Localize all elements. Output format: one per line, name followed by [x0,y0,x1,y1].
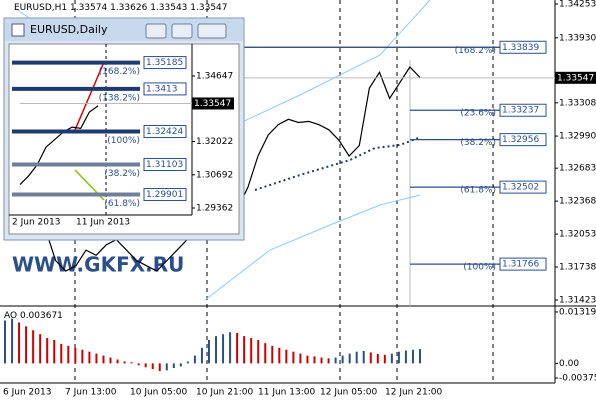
fib-price-box [499,180,547,194]
y-tick-label: 1.34647 [196,72,233,82]
y-tick-label: 1.32990 [559,132,596,142]
x-tick-label: 11 Jun 13:00 [258,388,315,398]
fib-label: (38.2%) [104,169,140,179]
x-tick-label: 12 Jun 21:00 [385,388,442,398]
fib-label: (23.6%) [460,109,496,119]
fib-trend [74,61,105,131]
fib-price: 1.35185 [146,58,183,68]
ao-header: AO 0.003671 [4,311,63,321]
y-tick-label: 1.31423 [559,295,596,305]
fib-price-box [499,257,547,271]
daily-window: EURUSD,Daily 1.34647 1.32022 1.30692 1.2936… [3,17,245,241]
window-icon [11,23,25,37]
x-tick-label: 7 Jun 13:00 [65,388,117,398]
fib-label: (100%) [463,263,496,273]
indicator-name: AO [4,311,17,321]
fib-price: 1.33839 [502,43,539,53]
y-tick-label: 1.31738 [559,263,596,273]
fib-label: (168.2%) [455,46,496,56]
y-tick-label: -0.003753 [559,373,596,383]
price-line [19,105,99,186]
x-tick-label: 12 Jun 05:00 [320,388,377,398]
bollinger-upper [224,0,431,131]
watermark: WWW.GKFX.RU [12,253,184,277]
fib-price: 1.3413 [146,84,178,94]
y-tick-label: 0.013191 [559,307,596,317]
y-tick-label: 1.32683 [559,164,596,174]
y-tick-label: 1.32053 [559,230,596,240]
ohlc-value: 1.33543 [150,3,187,13]
fib-price-box [143,56,187,70]
fib-price-box [143,158,187,172]
x-tick-label: 10 Jun 21:00 [196,388,253,398]
x-tick-label: 2 Jun 2013 [12,218,60,228]
bollinger-lower [204,194,421,301]
y-tick-label: 1.32368 [559,197,596,207]
y-tick-label: 1.33308 [559,98,596,108]
window-title: EURUSD,Daily [30,23,108,36]
fib-price: 1.29901 [146,190,183,200]
parabolic-sar [254,137,419,191]
y-tick-label: 1.34253 [559,0,596,9]
ohlc-value: 1.33574 [70,3,107,13]
last-price-box [555,71,596,84]
fib-price: 1.31766 [502,260,539,270]
y-tick-label: 1.33930 [559,33,596,43]
y-tick-label: 0.00 [559,359,579,369]
fib-label: (61.8%) [104,199,140,209]
x-tick-label: 11 Jun 2013 [76,218,130,228]
fib-price: 1.31103 [146,160,183,170]
chart-header: EURUSD,H1 1.33574 1.33626 1.33543 1.3354… [14,3,228,13]
fib-price: 1.32956 [502,135,539,145]
ohlc-value: 1.33626 [110,3,147,13]
symbol: EURUSD,H1 [14,3,67,13]
fib-label: (138.2%) [99,93,140,103]
last-price: 1.33547 [557,73,594,83]
fib-label: (61.8%) [460,186,496,196]
fib-price: 1.32502 [502,183,539,193]
fib-label: (38.2%) [460,138,496,148]
last-price-box [192,97,234,110]
x-tick-label: 6 Jun 2013 [3,388,51,398]
indicator-value: 0.003671 [20,311,63,321]
window-plot [8,43,240,235]
ohlc-value: 1.33547 [190,3,227,13]
fib-price: 1.33237 [502,106,539,116]
close-button[interactable] [197,23,227,39]
fib-label: (168.2%) [99,67,140,77]
fib-price-box [143,125,187,139]
fib-price-box [499,103,547,117]
fib-price-box [499,40,547,54]
fib-price: 1.32424 [146,127,183,137]
y-tick-label: 1.29362 [196,204,233,214]
fib-price-box [499,133,547,147]
x-tick-label: 10 Jun 05:00 [130,388,187,398]
ao-panel: 0.013191 0.00 -0.003753 [4,307,596,383]
maximize-button[interactable] [171,23,193,39]
fib-price-box [143,82,187,96]
minimize-button[interactable] [145,23,167,39]
last-price: 1.33547 [194,99,231,109]
y-tick-label: 1.30692 [196,170,233,180]
fib-price-box [143,188,187,202]
y-tick-label: 1.32022 [196,137,233,147]
fib-label: (100%) [107,136,140,146]
